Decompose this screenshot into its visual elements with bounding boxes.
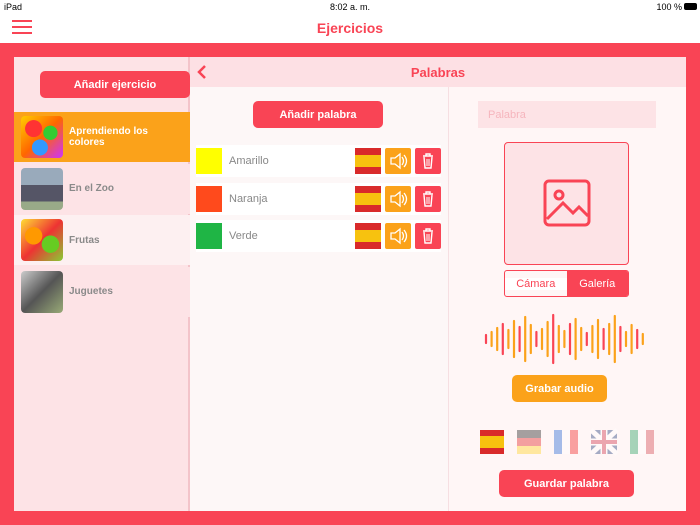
exercise-label: En el Zoo <box>69 183 114 194</box>
flag-germany[interactable] <box>517 430 541 454</box>
audio-waveform <box>484 313 644 365</box>
word-audio-button[interactable] <box>385 223 411 249</box>
word-delete-button[interactable] <box>415 185 441 212</box>
word-color <box>196 148 222 174</box>
status-device: iPad <box>4 2 23 12</box>
flag-france[interactable] <box>554 430 578 454</box>
menu-button[interactable] <box>12 19 34 35</box>
source-segmented: Cámara Galería <box>504 270 629 297</box>
gallery-segment[interactable]: Galería <box>566 271 628 296</box>
exercise-label: Frutas <box>69 234 100 246</box>
header-title: Ejercicios <box>316 20 384 36</box>
add-exercise-button[interactable]: Añadir ejercicio <box>40 71 190 98</box>
word-language-flag[interactable] <box>355 148 381 174</box>
word-input[interactable]: Palabra <box>478 101 656 128</box>
save-word-button[interactable]: Guardar palabra <box>499 470 634 497</box>
word-label: Naranja <box>229 192 268 205</box>
flag-italy[interactable] <box>630 430 654 454</box>
record-audio-button[interactable]: Grabar audio <box>512 375 607 402</box>
word-language-flag[interactable] <box>355 223 381 249</box>
camera-segment[interactable]: Cámara <box>505 277 567 290</box>
status-time: 8:02 a. m. <box>329 2 371 12</box>
status-battery: 100 % <box>656 2 682 12</box>
exercise-thumbnail <box>21 270 63 313</box>
word-audio-button[interactable] <box>385 185 411 212</box>
word-delete-button[interactable] <box>415 148 441 174</box>
exercise-thumbnail <box>21 116 63 158</box>
battery-icon <box>684 3 697 10</box>
add-word-button[interactable]: Añadir palabra <box>253 101 383 128</box>
word-label: Amarillo <box>229 155 269 167</box>
exercise-thumbnail <box>21 219 63 261</box>
flag-spain[interactable] <box>480 430 504 454</box>
exercise-label: Juguetes <box>69 286 113 297</box>
flag-uk[interactable] <box>589 428 619 456</box>
main-title: Palabras <box>410 65 466 80</box>
image-box[interactable] <box>504 142 629 265</box>
exercise-label: Aprendiendo los colores <box>69 126 148 148</box>
image-icon <box>543 179 591 227</box>
back-button[interactable] <box>196 64 208 80</box>
word-delete-button[interactable] <box>415 223 441 249</box>
word-language-flag[interactable] <box>355 185 381 212</box>
word-color <box>196 223 222 249</box>
word-audio-button[interactable] <box>385 148 411 174</box>
language-flags <box>480 428 654 456</box>
exercise-thumbnail <box>21 167 63 210</box>
main-header <box>190 57 686 87</box>
word-label: Verde <box>229 230 258 242</box>
word-color <box>196 185 222 212</box>
